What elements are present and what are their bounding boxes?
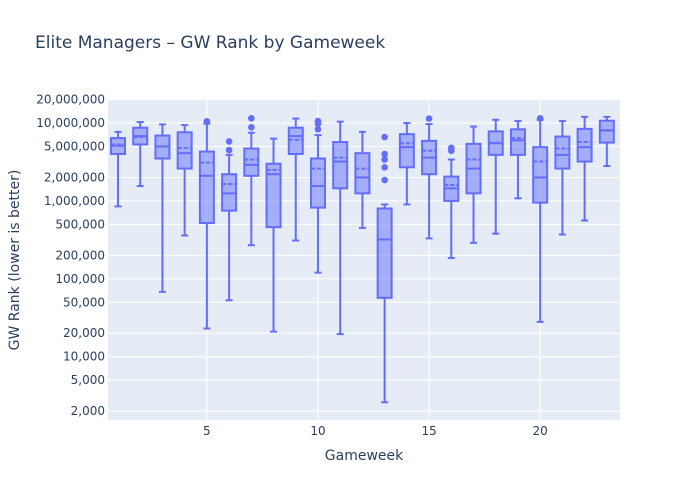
box-gw-12[interactable] <box>354 130 371 229</box>
box-gw-4[interactable] <box>176 124 193 237</box>
box-gw-23[interactable] <box>598 115 615 168</box>
x-axis-title: Gameweek <box>325 448 404 464</box>
y-tick-label: 50,000 <box>63 295 105 309</box>
x-axis-ticks: 5 10 15 20 <box>203 424 548 438</box>
box-gw-17[interactable] <box>465 125 482 244</box>
y-tick-label: 500,000 <box>55 217 105 231</box>
iqr-box <box>376 207 393 299</box>
outlier-point[interactable] <box>381 176 388 184</box>
outlier-point[interactable] <box>381 150 388 158</box>
box-gw-20[interactable] <box>532 114 549 323</box>
y-tick-label: 10,000 <box>63 350 105 364</box>
iqr-box <box>309 157 326 209</box>
box-gw-16[interactable] <box>443 144 460 259</box>
iqr-box <box>198 150 215 225</box>
outlier-point[interactable] <box>425 115 433 122</box>
x-tick-label: 5 <box>203 424 211 438</box>
iqr-box <box>354 152 371 195</box>
outlier-point[interactable] <box>314 126 322 133</box>
box-gw-13[interactable] <box>376 133 393 404</box>
outlier-point[interactable] <box>314 117 322 125</box>
y-tick-label: 200,000 <box>55 248 105 262</box>
box-gw-14[interactable] <box>398 122 415 206</box>
iqr-box <box>265 162 282 229</box>
box-gw-2[interactable] <box>132 120 149 188</box>
chart-title: Elite Managers – GW Rank by Gameweek <box>35 33 386 53</box>
outlier-point[interactable] <box>381 133 388 141</box>
box-gw-8[interactable] <box>265 137 282 333</box>
iqr-box <box>243 147 260 177</box>
box-series[interactable] <box>110 114 615 404</box>
outlier-point[interactable] <box>248 114 255 122</box>
y-axis-title: GW Rank (lower is better) <box>7 170 23 351</box>
y-tick-label: 2,000 <box>71 404 105 418</box>
outlier-point[interactable] <box>203 118 211 125</box>
outlier-point[interactable] <box>248 124 255 131</box>
box-gw-7[interactable] <box>243 114 260 247</box>
iqr-box <box>176 131 193 170</box>
box-gw-5[interactable] <box>198 118 215 330</box>
outlier-point[interactable] <box>448 144 455 152</box>
y-tick-label: 10,000,000 <box>36 116 105 130</box>
outlier-point[interactable] <box>225 146 233 154</box>
outlier-point[interactable] <box>225 138 233 145</box>
iqr-box <box>554 135 571 170</box>
y-tick-label: 20,000 <box>63 326 105 340</box>
y-tick-label: 20,000,000 <box>36 93 105 107</box>
box-gw-9[interactable] <box>287 117 304 242</box>
iqr-box <box>532 146 549 204</box>
y-axis-ticks: 2,000 5,000 10,000 20,000 50,000 100,000 200,0… <box>36 93 105 419</box>
box-gw-6[interactable] <box>221 138 238 302</box>
y-tick-label: 100,000 <box>55 272 105 286</box>
x-tick-label: 15 <box>421 424 436 438</box>
iqr-box <box>576 127 593 163</box>
box-gw-15[interactable] <box>421 115 438 240</box>
iqr-box <box>398 133 415 169</box>
box-gw-19[interactable] <box>509 120 526 200</box>
box-gw-22[interactable] <box>576 115 593 222</box>
x-tick-label: 10 <box>310 424 325 438</box>
outlier-point[interactable] <box>381 163 388 171</box>
y-tick-label: 1,000,000 <box>44 194 105 208</box>
box-gw-1[interactable] <box>110 130 126 208</box>
x-tick-label: 20 <box>533 424 548 438</box>
outlier-point[interactable] <box>381 156 388 163</box>
y-tick-label: 2,000,000 <box>44 170 105 184</box>
box-gw-11[interactable] <box>332 120 349 336</box>
box-gw-3[interactable] <box>154 123 171 293</box>
outlier-point[interactable] <box>536 114 544 122</box>
y-tick-label: 5,000 <box>71 373 105 387</box>
box-gw-18[interactable] <box>487 118 504 235</box>
box-gw-10[interactable] <box>309 117 326 274</box>
iqr-box <box>287 126 304 155</box>
iqr-box <box>509 128 526 156</box>
iqr-box <box>598 119 615 144</box>
iqr-box <box>332 141 349 190</box>
box-gw-21[interactable] <box>554 120 571 236</box>
y-tick-label: 5,000,000 <box>44 139 105 153</box>
